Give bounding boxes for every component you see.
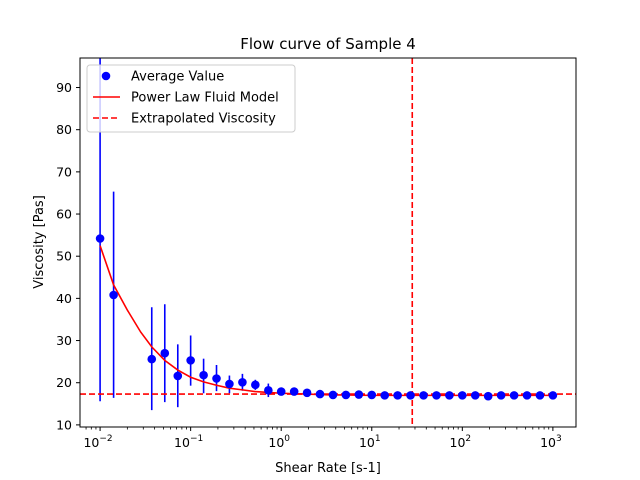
x-tick-label: 103 [540,434,562,450]
plot-area [80,58,576,427]
data-point [95,234,105,243]
x-axis-label: Shear Rate [s-1] [275,461,381,476]
y-tick-label: 70 [56,164,72,179]
x-tick-label: 100 [268,434,290,450]
data-point [276,387,286,396]
data-point [458,391,467,400]
x-tick-label: 10−2 [83,434,112,450]
data-point [483,391,493,401]
y-tick-label: 50 [56,249,72,264]
y-tick-label: 60 [56,207,72,222]
data-point [212,374,221,383]
data-point [147,354,157,364]
chart-title: Flow curve of Sample 4 [240,35,416,53]
legend: Average Value Power Law Fluid Model Extrap… [86,64,296,133]
x-tick-base: 10 [540,435,556,450]
data-point [199,370,208,380]
data-point [289,387,299,396]
x-tick-base: 10 [83,435,99,450]
data-point [186,356,195,365]
x-tick-exponent: 1 [375,434,381,444]
legend-label-average: Average Value [131,70,224,85]
data-point [367,390,377,400]
data-point [445,391,454,400]
data-point [406,391,415,400]
legend-label-extrapolated: Extrapolated Viscosity [131,112,276,127]
data-point [470,391,480,400]
data-point [535,391,545,400]
x-tick-label: 101 [359,434,381,450]
legend-label-model: Power Law Fluid Model [131,91,279,106]
data-point [225,379,234,389]
data-point [238,377,247,387]
plot-content [80,58,576,427]
data-point [393,391,402,400]
y-axis-label: Viscosity [Pas] [32,195,47,289]
data-point [522,391,532,400]
x-tick-base: 10 [268,435,284,450]
legend-marker-average [101,71,111,81]
data-point [315,389,325,399]
y-tick-label: 80 [56,122,72,137]
y-tick-label: 90 [56,80,72,95]
data-point [302,388,312,398]
data-point [548,391,558,400]
y-tick-label: 40 [56,291,72,306]
data-point [419,391,428,400]
plot-frame [79,57,577,428]
data-point [264,386,273,395]
x-tick-exponent: 2 [465,434,471,444]
data-point [251,380,260,390]
data-point [496,391,506,400]
x-tick-exponent: 3 [556,434,562,444]
x-tick-label: 10−1 [174,434,203,450]
data-point [354,390,364,399]
data-point [173,371,183,381]
y-tick-label: 10 [56,417,72,432]
y-tick-label: 30 [56,333,72,348]
x-tick-exponent: −2 [99,434,112,444]
x-tick-exponent: 0 [284,434,290,444]
data-point [328,390,338,400]
x-tick-base: 10 [450,435,466,450]
x-tick-label: 102 [450,434,472,450]
data-point [160,348,170,358]
data-point [341,390,351,400]
x-tick-base: 10 [359,435,375,450]
data-point [109,290,118,300]
data-point [380,391,390,400]
x-tick-exponent: −1 [190,434,203,444]
y-tick-label: 20 [56,375,72,390]
legend-box [86,64,296,133]
data-point [509,391,519,400]
data-point [432,391,441,400]
x-tick-base: 10 [174,435,190,450]
